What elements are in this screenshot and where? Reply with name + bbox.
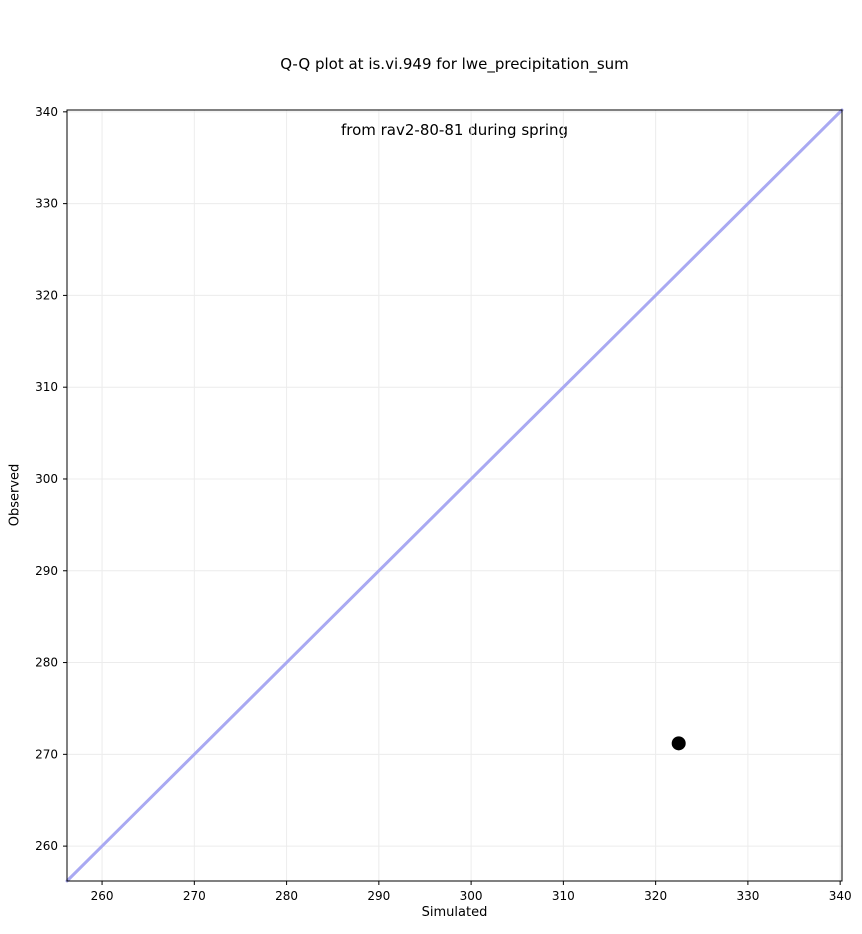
x-axis-label: Simulated <box>421 905 488 920</box>
y-tick-label: 290 <box>35 564 58 578</box>
identity-line <box>65 108 844 883</box>
x-tick-label: 270 <box>183 889 206 903</box>
chart-title-line-1: Q-Q plot at is.vi.949 for lwe_precipitat… <box>280 55 629 73</box>
x-tick-label: 320 <box>644 889 667 903</box>
y-tick-label: 310 <box>35 380 58 394</box>
x-tick-label: 260 <box>91 889 114 903</box>
y-tick-label: 300 <box>35 472 58 486</box>
data-point <box>671 736 686 751</box>
x-tick-label: 280 <box>275 889 298 903</box>
y-tick-label: 320 <box>35 288 58 302</box>
y-tick-label: 270 <box>35 747 58 761</box>
plot-border <box>66 109 843 882</box>
y-tick-label: 340 <box>35 105 58 119</box>
y-axis-label: Observed <box>7 463 23 527</box>
y-tick-label: 260 <box>35 839 58 853</box>
x-tick-label: 310 <box>552 889 575 903</box>
x-tick-label: 300 <box>460 889 483 903</box>
chart-title-line-2: from rav2-80-81 during spring <box>340 121 569 139</box>
y-tick-label: 280 <box>35 656 58 670</box>
x-tick-label: 330 <box>736 889 759 903</box>
x-tick-label: 290 <box>367 889 390 903</box>
chart-title: Q-Q plot at is.vi.949 for lwe_precipitat… <box>67 9 842 185</box>
y-tick-label: 330 <box>35 197 58 211</box>
x-tick-label: 340 <box>829 889 852 903</box>
